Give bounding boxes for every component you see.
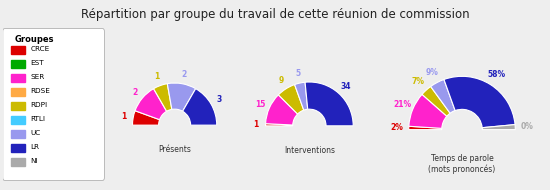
Bar (11, 130, 25, 138)
Text: 1: 1 (122, 112, 126, 121)
Text: 21%: 21% (393, 100, 411, 109)
Wedge shape (409, 94, 447, 128)
Wedge shape (167, 83, 196, 111)
Text: Répartition par groupe du travail de cette réunion de commission: Répartition par groupe du travail de cet… (81, 8, 469, 21)
Text: 2: 2 (181, 70, 186, 79)
Bar (11, 102, 25, 110)
Text: 2%: 2% (390, 123, 404, 132)
Wedge shape (305, 82, 353, 126)
Text: RTLI: RTLI (30, 116, 45, 122)
Wedge shape (409, 126, 442, 130)
Text: Présents: Présents (158, 145, 191, 154)
Text: EST: EST (30, 60, 44, 66)
Text: 58%: 58% (488, 70, 506, 79)
Wedge shape (482, 125, 515, 130)
Text: SER: SER (30, 74, 45, 80)
Bar (11, 158, 25, 166)
Text: 2: 2 (133, 88, 138, 97)
Wedge shape (266, 124, 293, 126)
Text: 7%: 7% (412, 77, 425, 86)
Text: RDPI: RDPI (30, 102, 47, 108)
Wedge shape (153, 84, 172, 111)
Bar (11, 88, 25, 96)
Text: Temps de parole
(mots prononcés): Temps de parole (mots prononcés) (428, 154, 496, 174)
Wedge shape (431, 79, 455, 113)
Wedge shape (278, 85, 304, 114)
Text: 5: 5 (295, 69, 300, 78)
Text: 34: 34 (340, 82, 350, 91)
Text: Groupes: Groupes (15, 35, 54, 44)
Text: UC: UC (30, 130, 41, 136)
Text: RDSE: RDSE (30, 88, 50, 94)
Wedge shape (444, 76, 515, 128)
Text: CRCE: CRCE (30, 46, 50, 52)
Text: 9: 9 (278, 76, 283, 85)
Bar (11, 46, 25, 54)
Bar (11, 74, 25, 82)
Wedge shape (295, 82, 308, 110)
Bar (11, 60, 25, 68)
Text: 3: 3 (217, 95, 222, 104)
FancyBboxPatch shape (3, 28, 104, 180)
Text: 1: 1 (155, 72, 159, 81)
Wedge shape (422, 86, 450, 116)
Text: 9%: 9% (425, 68, 438, 77)
Text: Interventions: Interventions (284, 146, 335, 155)
Bar (11, 144, 25, 152)
Text: 1: 1 (254, 120, 258, 129)
Text: LR: LR (30, 144, 39, 150)
Text: 0%: 0% (520, 122, 534, 131)
Wedge shape (133, 111, 159, 125)
Text: 15: 15 (255, 100, 266, 109)
Wedge shape (266, 95, 298, 125)
Text: NI: NI (30, 158, 38, 164)
Wedge shape (183, 89, 217, 125)
Wedge shape (135, 89, 167, 120)
Bar (11, 116, 25, 124)
